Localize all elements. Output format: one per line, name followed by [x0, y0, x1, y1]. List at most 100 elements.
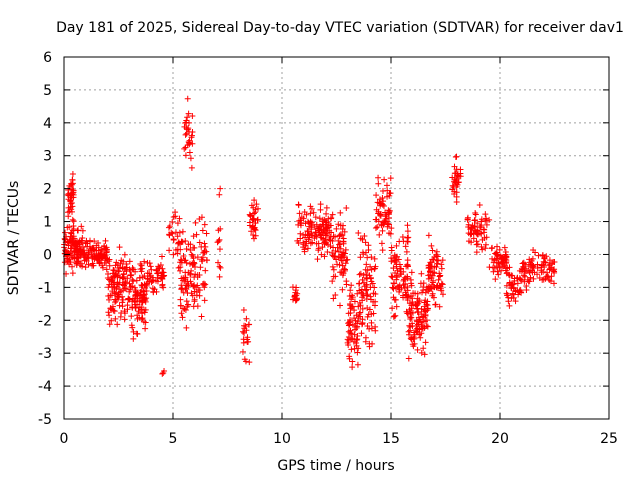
data-point: [328, 215, 335, 222]
data-point: [474, 241, 481, 248]
data-point: [120, 287, 127, 294]
data-point: [347, 327, 354, 334]
data-point: [526, 259, 533, 266]
data-point: [319, 244, 326, 251]
data-point: [437, 283, 444, 290]
data-point: [182, 269, 189, 276]
data-point: [378, 221, 385, 228]
data-point: [201, 297, 208, 304]
data-point: [540, 261, 547, 268]
plot-frame: [63, 56, 610, 420]
data-point: [449, 174, 456, 181]
data-point: [407, 309, 414, 316]
data-point: [359, 236, 366, 243]
data-point: [329, 238, 336, 245]
data-point: [216, 246, 223, 253]
data-point: [294, 290, 301, 297]
data-point: [182, 306, 189, 313]
data-point: [418, 310, 425, 317]
data-point: [133, 277, 140, 284]
data-point: [548, 273, 555, 280]
data-point: [140, 318, 147, 325]
data-point: [183, 324, 190, 331]
data-point: [251, 235, 258, 242]
data-point: [110, 307, 117, 314]
data-point: [188, 290, 195, 297]
data-point: [182, 144, 189, 151]
data-point: [203, 230, 210, 237]
data-point: [303, 211, 310, 218]
data-point: [423, 301, 430, 308]
data-point: [401, 276, 408, 283]
data-point: [169, 219, 176, 226]
data-point: [182, 257, 189, 264]
data-point: [337, 222, 344, 229]
data-point: [71, 248, 78, 255]
data-point: [189, 112, 196, 119]
data-point: [416, 297, 423, 304]
data-point: [323, 204, 330, 211]
data-point: [346, 355, 353, 362]
data-point: [439, 291, 446, 298]
data-point: [153, 267, 160, 274]
data-point: [120, 296, 127, 303]
data-point: [429, 290, 436, 297]
data-point: [166, 247, 173, 254]
data-point: [178, 282, 185, 289]
data-point: [146, 273, 153, 280]
y-tick-label: -4: [38, 379, 52, 395]
data-point: [550, 280, 557, 287]
data-point: [367, 263, 374, 270]
data-point: [149, 274, 156, 281]
data-point: [323, 210, 330, 217]
data-point: [239, 348, 246, 355]
data-point: [177, 267, 184, 274]
data-point: [101, 243, 108, 250]
data-point: [112, 272, 119, 279]
data-point: [141, 258, 148, 265]
data-point: [465, 223, 472, 230]
data-point: [127, 283, 134, 290]
data-point: [318, 234, 325, 241]
data-point: [196, 292, 203, 299]
data-point: [356, 271, 363, 278]
data-point: [174, 250, 181, 257]
data-point: [348, 292, 355, 299]
data-point: [404, 273, 411, 280]
data-point: [374, 223, 381, 230]
data-point: [371, 284, 378, 291]
data-point: [379, 201, 386, 208]
data-point: [408, 282, 415, 289]
data-point: [86, 237, 93, 244]
data-point: [105, 293, 112, 300]
data-point: [201, 240, 208, 247]
data-point: [422, 339, 429, 346]
data-point: [534, 271, 541, 278]
data-point: [407, 276, 414, 283]
data-point: [433, 248, 440, 255]
data-point: [248, 202, 255, 209]
y-tick-label: -2: [38, 313, 52, 329]
data-point: [313, 221, 320, 228]
data-point: [393, 263, 400, 270]
data-point: [76, 238, 83, 245]
data-point: [535, 252, 542, 259]
data-point: [198, 313, 205, 320]
data-point: [501, 244, 508, 251]
data-point: [119, 281, 126, 288]
data-point: [66, 256, 73, 263]
data-point: [81, 257, 88, 264]
data-point: [482, 211, 489, 218]
data-point: [198, 256, 205, 263]
data-point: [84, 240, 91, 247]
x-tick-label: 10: [273, 431, 291, 447]
data-point: [324, 248, 331, 255]
data-point: [122, 279, 129, 286]
data-point: [322, 217, 329, 224]
data-point: [184, 114, 191, 121]
data-point: [180, 289, 187, 296]
data-point: [438, 261, 445, 268]
data-point: [388, 247, 395, 254]
data-point: [321, 253, 328, 260]
data-point: [404, 222, 411, 229]
